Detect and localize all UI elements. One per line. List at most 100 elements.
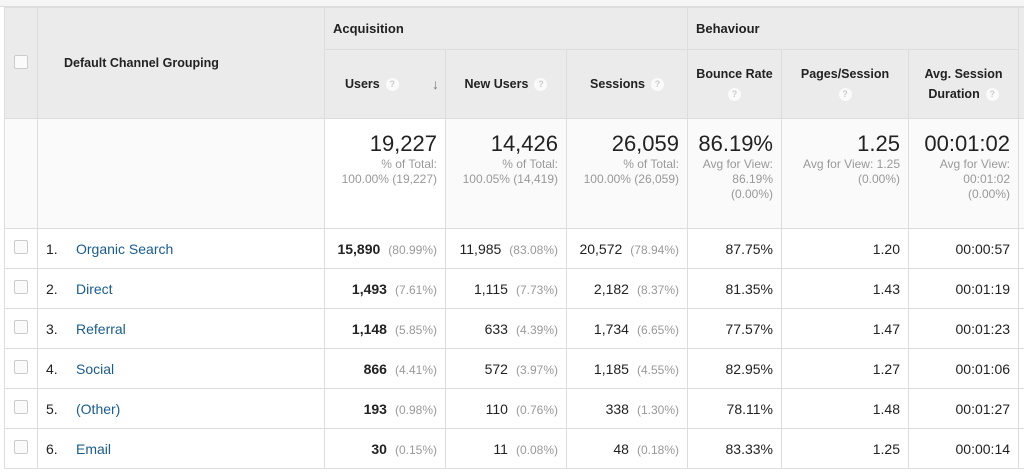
cell-pages: 1.20 [781, 228, 909, 269]
sessions-value: 2,182 [593, 280, 629, 297]
row-dimension: 2. Direct [37, 268, 325, 309]
users-value: 1,493 [351, 280, 387, 297]
col-bounce-label: Bounce Rate [696, 67, 773, 81]
table-row: 6. Email 30 (0.15%) 11 (0.08%) 48 (0.18%) 83… [4, 428, 1024, 469]
sessions-pct: (4.55%) [636, 362, 679, 377]
row-index: 2. [46, 280, 58, 297]
cell-users: 15,890 (80.99%) [324, 228, 446, 269]
table-row: 3. Referral 1,148 (5.85%) 633 (4.39%) 1,734… [4, 308, 1024, 349]
row-select [4, 268, 38, 309]
extra-cell [1018, 118, 1024, 229]
row-checkbox[interactable] [14, 400, 28, 414]
sessions-value: 20,572 [579, 240, 623, 257]
row-dimension: 1. Organic Search [37, 228, 325, 269]
new-users-value: 1,115 [473, 280, 508, 297]
row-select [4, 388, 38, 429]
channel-link[interactable]: Referral [76, 320, 126, 337]
col-new-users[interactable]: New Users? [445, 49, 567, 119]
row-checkbox[interactable] [14, 280, 28, 294]
total-pages: 1.25 Avg for View: 1.25 (0.00%) [781, 118, 909, 229]
users-pct: (5.85%) [394, 322, 437, 337]
new-users-value: 572 [484, 360, 508, 377]
col-pages-session[interactable]: Pages/Session? [781, 49, 909, 119]
users-value: 1,148 [351, 320, 387, 337]
channel-link[interactable]: Direct [76, 280, 113, 297]
col-duration-label-2: Duration [928, 87, 980, 101]
totals-row: 19,227% of Total: 100.00% (19,227) 14,426… [4, 118, 1024, 229]
dimension-header[interactable]: Default Channel Grouping [37, 7, 325, 119]
cell-new-users: 1,115 (7.73%) [445, 268, 567, 309]
cell-new-users: 633 (4.39%) [445, 308, 567, 349]
row-checkbox[interactable] [14, 240, 28, 254]
col-users-label: Users [345, 77, 380, 91]
col-bounce-rate[interactable]: Bounce Rate? [687, 49, 782, 119]
row-index: 5. [46, 400, 58, 417]
users-value: 866 [363, 360, 387, 377]
row-checkbox[interactable] [14, 360, 28, 374]
col-sessions[interactable]: Sessions? [566, 49, 688, 119]
new-users-value: 11,985 [459, 240, 502, 257]
help-icon[interactable]: ? [385, 78, 399, 92]
help-icon[interactable]: ? [728, 88, 741, 102]
total-new-users: 14,426% of Total: 100.05% (14,419) [445, 118, 567, 229]
users-value: 15,890 [337, 240, 381, 257]
cell-new-users: 572 (3.97%) [445, 348, 567, 389]
extra-column [1018, 7, 1024, 119]
row-checkbox[interactable] [14, 320, 28, 334]
select-all-checkbox[interactable] [14, 54, 28, 69]
users-pct: (4.41%) [394, 362, 437, 377]
col-sessions-label: Sessions [590, 77, 645, 91]
cell-bounce: 83.33% [687, 428, 782, 469]
help-icon[interactable]: ? [985, 88, 999, 102]
row-index: 4. [46, 360, 58, 377]
group-behaviour: Behaviour [686, 7, 1020, 50]
extra-cell [1018, 348, 1024, 389]
cell-users: 193 (0.98%) [324, 388, 446, 429]
cell-new-users: 110 (0.76%) [445, 388, 567, 429]
cell-users: 30 (0.15%) [324, 428, 446, 469]
row-dimension: 4. Social [37, 348, 325, 389]
new-users-pct: (3.97%) [515, 362, 558, 377]
row-select [4, 308, 38, 349]
col-pages-label: Pages/Session [800, 67, 890, 81]
users-pct: (0.98%) [394, 402, 437, 417]
group-acquisition: Acquisition [324, 7, 688, 50]
total-bounce: 86.19% Avg for View: 86.19% (0.00%) [687, 118, 782, 229]
col-users[interactable]: Users? ↓ [324, 49, 446, 119]
help-icon[interactable]: ? [650, 78, 664, 92]
row-checkbox[interactable] [14, 440, 28, 454]
cell-bounce: 81.35% [687, 268, 782, 309]
row-dimension: 3. Referral [37, 308, 325, 349]
cell-bounce: 87.75% [687, 228, 782, 269]
help-icon[interactable]: ? [838, 88, 852, 102]
channel-link[interactable]: Organic Search [76, 240, 174, 257]
select-all-cell [4, 7, 38, 119]
channel-link[interactable]: (Other) [76, 400, 121, 417]
users-value: 193 [363, 400, 387, 417]
sessions-value: 1,734 [593, 320, 629, 337]
help-icon[interactable]: ? [534, 78, 548, 92]
col-avg-duration[interactable]: Avg. Session Duration? [907, 49, 1020, 119]
extra-cell [1018, 308, 1024, 349]
channel-link[interactable]: Social [76, 360, 115, 377]
arrow-down-icon[interactable]: ↓ [432, 76, 439, 92]
cell-duration: 00:01:23 [907, 308, 1020, 349]
new-users-value: 633 [484, 320, 508, 337]
table-row: 4. Social 866 (4.41%) 572 (3.97%) 1,185 (4.5… [4, 348, 1024, 389]
extra-cell [1018, 388, 1024, 429]
new-users-value: 110 [485, 400, 508, 417]
cell-new-users: 11,985 (83.08%) [445, 228, 567, 269]
cell-bounce: 82.95% [687, 348, 782, 389]
table-row: 2. Direct 1,493 (7.61%) 1,115 (7.73%) 2,182… [4, 268, 1024, 309]
table-row: 1. Organic Search 15,890 (80.99%) 11,985 (8… [4, 228, 1024, 269]
cell-duration: 00:01:06 [907, 348, 1020, 389]
total-sessions: 26,059% of Total: 100.00% (26,059) [566, 118, 688, 229]
new-users-pct: (7.73%) [515, 282, 558, 297]
cell-sessions: 48 (0.18%) [566, 428, 688, 469]
cell-duration: 00:00:14 [907, 428, 1020, 469]
cell-pages: 1.25 [781, 428, 909, 469]
row-select [4, 428, 38, 469]
cell-users: 1,148 (5.85%) [324, 308, 446, 349]
total-duration: 00:01:02 Avg for View: 00:01:02 (0.00%) [907, 118, 1020, 229]
channel-link[interactable]: Email [76, 440, 112, 457]
